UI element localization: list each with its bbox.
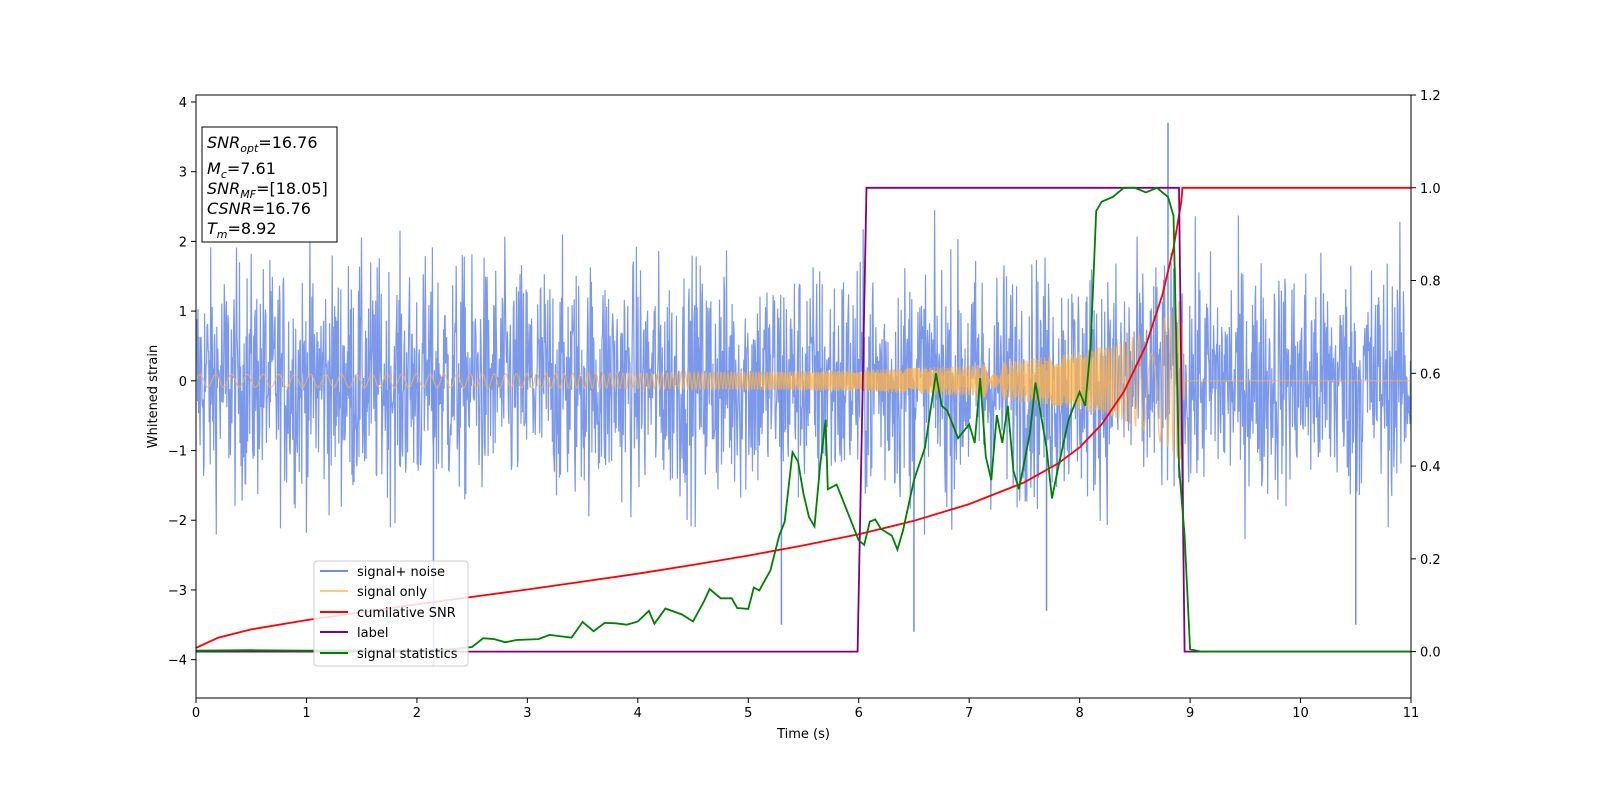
x-tick-label: 7 <box>965 706 973 721</box>
x-tick-label: 11 <box>1403 706 1420 721</box>
series-layer <box>196 122 1411 667</box>
plot-frame <box>195 94 1412 699</box>
stat-snr-mf: SNRMF=[18.05] <box>207 179 328 201</box>
legend-label: signal statistics <box>357 647 458 662</box>
legend-label: cumilative SNR <box>357 606 456 621</box>
stat-mc: Mc=7.61 <box>207 159 276 181</box>
x-tick-label: 9 <box>1186 706 1194 721</box>
y-tick-label-left: −2 <box>168 514 187 529</box>
x-tick-label: 3 <box>523 706 531 721</box>
stats-box-frame <box>201 126 338 243</box>
y-tick-label-right: 1.2 <box>1420 89 1441 104</box>
stat-csnr: CSNR=16.76 <box>207 199 311 218</box>
x-tick-label: 5 <box>744 706 752 721</box>
legend-item-signal-noise: signal+ noise <box>320 565 445 580</box>
x-tick-label: 0 <box>192 706 200 721</box>
series-signal-only-line <box>196 301 1411 460</box>
y-tick-label-left: 0 <box>179 375 187 390</box>
y-tick-label-left: −3 <box>168 584 187 599</box>
y-tick-label-left: 4 <box>179 96 187 111</box>
y-tick-label-right: 0.4 <box>1420 460 1441 475</box>
y-tick-label-right: 1.0 <box>1420 182 1441 197</box>
legend-item-signal-only: signal only <box>320 585 427 600</box>
legend: signal+ noise signal only cumilative SNR… <box>313 560 469 667</box>
y-tick-label-right: 0.0 <box>1420 646 1441 661</box>
stat-snr-opt: SNRopt=16.76 <box>207 133 318 155</box>
stat-tm: Tm=8.92 <box>207 219 277 241</box>
x-tick-label: 4 <box>634 706 642 721</box>
y-tick-label-left: 2 <box>179 235 187 250</box>
x-tick-label: 2 <box>413 706 421 721</box>
stats-box: SNRopt=16.76 Mc=7.61 SNRMF=[18.05] CSNR=… <box>201 126 338 243</box>
y-tick-label-left: −1 <box>168 445 187 460</box>
legend-label: signal only <box>357 585 427 600</box>
ticks-layer: 0 1 2 3 4 5 6 7 8 9 10 11 −4 −3 −2 −1 0 1 2 3 4 0.0 0.2 0.4 0.6 0… <box>168 89 1441 721</box>
x-axis-label: Time (s) <box>776 727 830 742</box>
legend-item-label: label <box>320 626 388 641</box>
y-tick-label-right: 0.2 <box>1420 553 1441 568</box>
y-tick-label-left: −4 <box>168 654 187 669</box>
y-axis-label-left: Whitened strain <box>146 345 161 448</box>
y-tick-label-right: 0.8 <box>1420 275 1441 290</box>
legend-frame <box>313 560 469 667</box>
legend-item-signal-statistics: signal statistics <box>320 647 458 662</box>
x-tick-label: 6 <box>855 706 863 721</box>
x-tick-label: 1 <box>302 706 310 721</box>
series-signal-statistics-line <box>196 186 1411 653</box>
legend-label: label <box>357 626 388 641</box>
y-tick-label-left: 1 <box>179 305 187 320</box>
x-tick-label: 10 <box>1292 706 1309 721</box>
legend-item-cumulative-snr: cumilative SNR <box>320 606 456 621</box>
legend-label: signal+ noise <box>357 565 445 580</box>
x-tick-label: 8 <box>1075 706 1083 721</box>
y-tick-label-right: 0.6 <box>1420 367 1441 382</box>
y-tick-label-left: 3 <box>179 166 187 181</box>
